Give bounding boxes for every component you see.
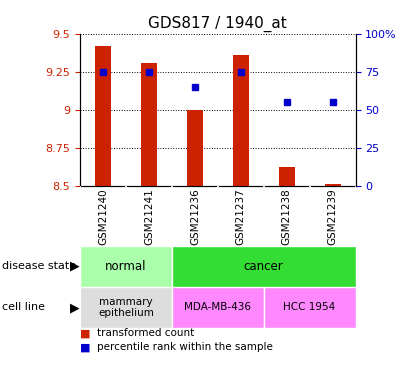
Bar — [325, 184, 341, 186]
Text: cancer: cancer — [244, 260, 284, 273]
Text: cell line: cell line — [2, 303, 45, 312]
Text: GSM21236: GSM21236 — [190, 189, 200, 245]
Text: GSM21239: GSM21239 — [328, 189, 337, 245]
Text: percentile rank within the sample: percentile rank within the sample — [97, 342, 272, 352]
Text: MDA-MB-436: MDA-MB-436 — [184, 303, 252, 312]
Text: ▶: ▶ — [70, 301, 79, 314]
Text: GSM21237: GSM21237 — [236, 189, 246, 245]
Bar — [172, 246, 356, 287]
Bar — [187, 110, 203, 186]
Text: normal: normal — [105, 260, 147, 273]
Text: mammary
epithelium: mammary epithelium — [98, 297, 154, 318]
Bar — [172, 287, 264, 328]
Text: disease state: disease state — [2, 261, 76, 271]
Bar — [233, 55, 249, 186]
Bar — [264, 287, 356, 328]
Text: GSM21240: GSM21240 — [98, 189, 108, 245]
Bar — [141, 63, 157, 186]
Text: ▶: ▶ — [70, 260, 79, 273]
Text: GSM21238: GSM21238 — [282, 189, 292, 245]
Bar — [80, 287, 172, 328]
Text: transformed count: transformed count — [97, 328, 194, 338]
Bar — [80, 246, 172, 287]
Bar — [95, 46, 111, 186]
Bar — [279, 167, 295, 186]
Text: HCC 1954: HCC 1954 — [284, 303, 336, 312]
Title: GDS817 / 1940_at: GDS817 / 1940_at — [148, 16, 287, 32]
Text: ■: ■ — [80, 342, 91, 352]
Text: GSM21241: GSM21241 — [144, 189, 154, 245]
Text: ■: ■ — [80, 328, 91, 338]
